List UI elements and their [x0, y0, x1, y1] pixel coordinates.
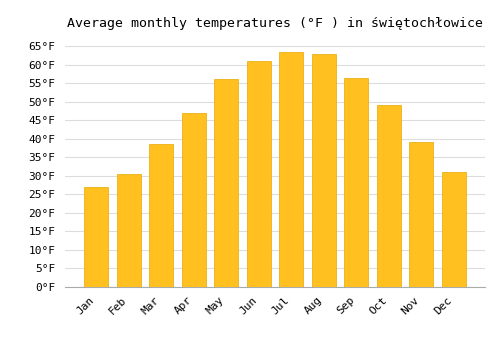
Bar [116, 174, 141, 287]
Title: Average monthly temperatures (°F ) in świętochłowice: Average monthly temperatures (°F ) in św… [67, 17, 483, 30]
Bar [279, 52, 303, 287]
Bar [376, 105, 401, 287]
Bar [409, 142, 434, 287]
Bar [182, 113, 206, 287]
Bar [214, 79, 238, 287]
Bar [344, 78, 368, 287]
Bar [312, 54, 336, 287]
Bar [246, 61, 271, 287]
Bar [84, 187, 108, 287]
Bar [442, 172, 466, 287]
Bar [149, 144, 174, 287]
